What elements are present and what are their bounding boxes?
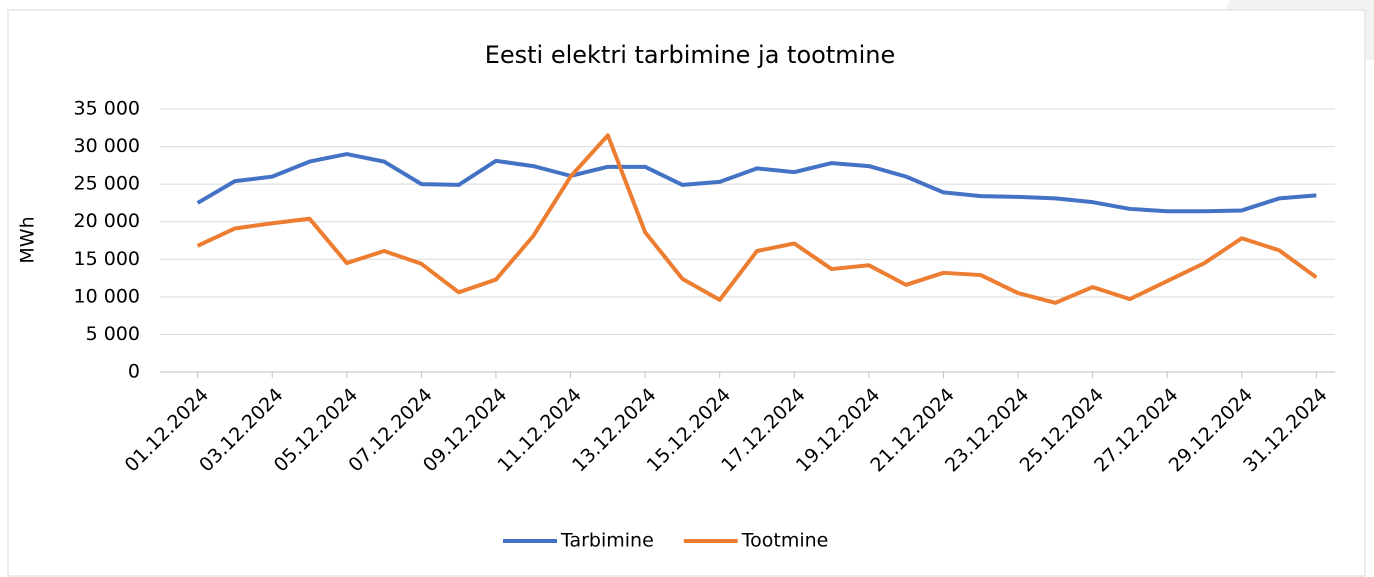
series-line: [196, 152, 1317, 214]
legend-label: Tootmine: [741, 530, 829, 552]
y-tick-label: 10 000: [74, 285, 140, 307]
legend-label: Tarbimine: [560, 530, 654, 552]
y-tick-label: 30 000: [74, 135, 140, 157]
chart-frame: [7, 9, 1366, 577]
series-line: [196, 133, 1318, 305]
y-tick-label: 0: [128, 361, 140, 383]
y-tick-label: 35 000: [74, 98, 140, 120]
y-tick-label: 15 000: [74, 248, 140, 270]
y-tick-label: 20 000: [74, 210, 140, 232]
y-tick-label: 25 000: [74, 173, 140, 195]
y-axis-label: MWh: [17, 216, 39, 263]
chart-title: Eesti elektri tarbimine ja tootmine: [485, 41, 896, 69]
y-tick-label: 5 000: [86, 323, 140, 345]
